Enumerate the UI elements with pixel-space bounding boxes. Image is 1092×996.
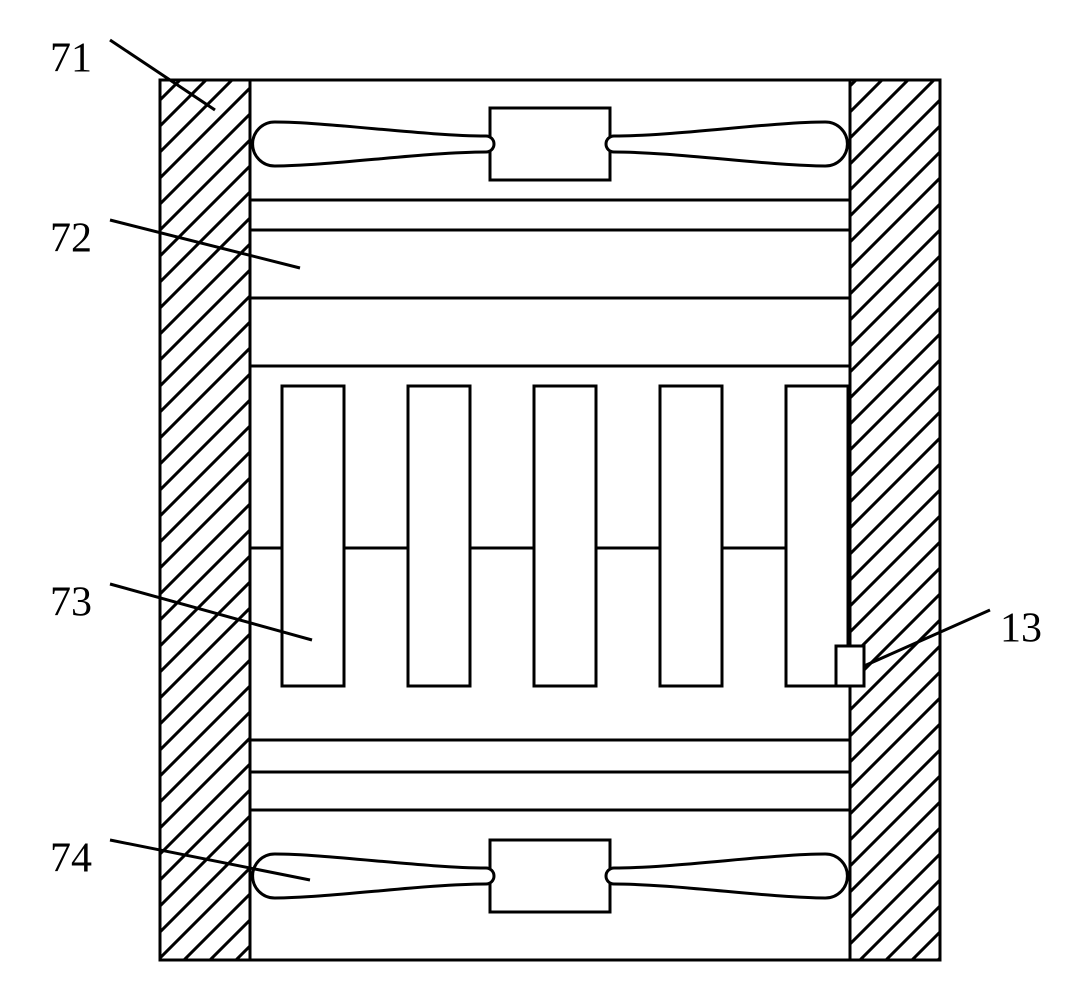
label-13: 13 xyxy=(1000,606,1042,652)
label-72: 72 xyxy=(50,216,92,262)
fan-bottom-blade-right xyxy=(606,854,847,898)
fin-5 xyxy=(786,386,848,686)
internal-components xyxy=(250,108,864,912)
fin-1 xyxy=(282,386,344,686)
label-74: 74 xyxy=(50,836,92,882)
fin-3 xyxy=(534,386,596,686)
label-71: 71 xyxy=(50,36,92,82)
fan-top-blade-left xyxy=(253,122,494,166)
leader-72 xyxy=(110,220,300,268)
fan-top-hub xyxy=(490,108,610,180)
callout-box-13 xyxy=(836,646,864,686)
label-73: 73 xyxy=(50,580,92,626)
fin-4 xyxy=(660,386,722,686)
technical-diagram: 13 71 72 73 74 xyxy=(0,0,1092,996)
fin-2 xyxy=(408,386,470,686)
fan-top-blade-right xyxy=(606,122,847,166)
fan-bottom-hub xyxy=(490,840,610,912)
